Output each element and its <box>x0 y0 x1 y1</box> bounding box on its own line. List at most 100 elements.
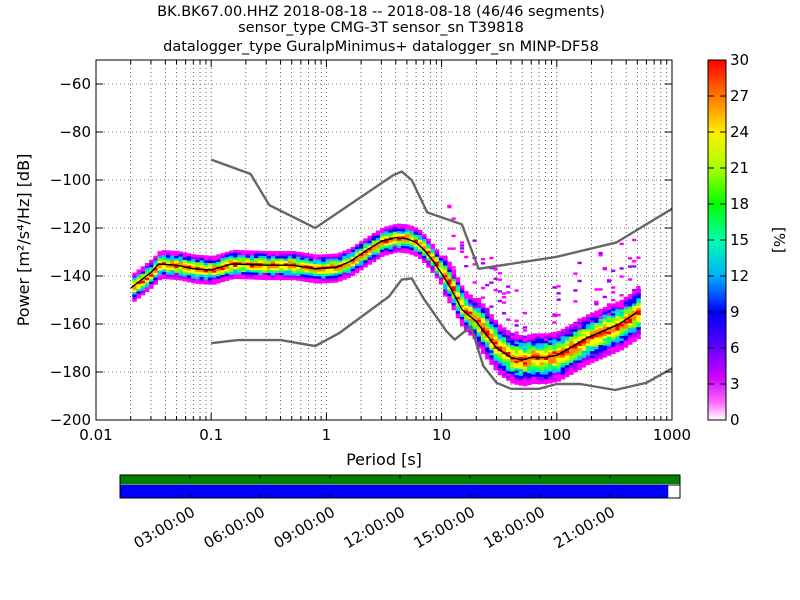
density-cell <box>346 248 352 252</box>
density-cell <box>191 266 196 269</box>
density-cell <box>527 377 532 381</box>
density-cell <box>514 360 520 364</box>
density-cell <box>564 343 570 347</box>
density-cell <box>606 353 612 356</box>
density-cell <box>430 250 436 254</box>
density-cell <box>602 333 608 337</box>
density-cell <box>132 299 137 302</box>
density-cell <box>224 268 230 272</box>
density-cell <box>615 335 620 338</box>
density-cell <box>174 272 179 276</box>
density-cell <box>564 333 570 337</box>
density-cell <box>342 267 347 271</box>
density-cell <box>539 333 545 337</box>
density-cell <box>149 274 154 277</box>
density-cell <box>245 259 251 263</box>
density-cell <box>212 277 217 280</box>
density-outlier <box>577 279 582 283</box>
y-tick-label: −80 <box>59 123 91 141</box>
density-cell <box>527 346 532 350</box>
density-cell <box>489 359 494 363</box>
density-cell <box>539 345 545 349</box>
density-cell <box>359 267 364 271</box>
density-cell <box>602 321 608 325</box>
density-cell <box>254 265 259 268</box>
density-cell <box>594 339 599 343</box>
density-cell <box>472 302 478 306</box>
density-cell <box>132 294 137 297</box>
density-cell <box>224 259 230 262</box>
density-cell <box>619 342 625 346</box>
density-cell <box>514 355 520 359</box>
density-cell <box>367 259 373 263</box>
density-cell <box>438 269 444 273</box>
density-cell <box>422 255 427 259</box>
density-cell <box>237 274 242 277</box>
density-cell <box>556 345 562 349</box>
density-cell <box>191 280 196 284</box>
density-cell <box>556 333 562 337</box>
density-cell <box>174 250 179 254</box>
density-cell <box>632 336 637 340</box>
density-cell <box>615 301 620 305</box>
density-cell <box>312 261 318 265</box>
density-cell <box>275 251 280 254</box>
density-cell <box>497 353 503 357</box>
density-cell <box>552 348 557 352</box>
density-cell <box>606 319 612 323</box>
density-cell <box>308 260 314 264</box>
density-cell <box>359 265 364 268</box>
density-cell <box>468 330 473 334</box>
density-cell <box>254 274 259 278</box>
density-outlier <box>636 290 641 293</box>
density-cell <box>539 381 545 385</box>
density-cell <box>342 257 347 261</box>
density-cell <box>291 267 297 271</box>
density-cell <box>304 269 310 273</box>
density-cell <box>165 276 171 280</box>
density-outlier <box>611 269 616 273</box>
density-cell <box>207 279 213 283</box>
density-cell <box>514 350 520 354</box>
density-cell <box>472 322 478 325</box>
density-cell <box>144 270 150 273</box>
density-cell <box>552 336 557 340</box>
density-cell <box>464 307 469 311</box>
density-cell <box>203 257 209 261</box>
density-cell <box>485 344 490 348</box>
density-cell <box>472 307 478 311</box>
density-outlier <box>627 257 633 260</box>
density-outlier <box>493 288 498 292</box>
density-cell <box>304 260 310 263</box>
density-cell <box>296 268 301 272</box>
density-cell <box>283 270 289 273</box>
density-cell <box>615 330 620 334</box>
timeline-top-bar <box>120 475 680 484</box>
density-cell <box>136 269 142 273</box>
density-cell <box>182 276 188 280</box>
density-cell <box>506 363 511 367</box>
density-cell <box>430 267 436 271</box>
density-cell <box>577 355 583 358</box>
density-cell <box>539 357 545 361</box>
density-cell <box>510 335 515 339</box>
density-cell <box>485 342 490 346</box>
density-cell <box>623 325 629 329</box>
density-cell <box>581 364 587 368</box>
density-cell <box>619 333 625 337</box>
density-cell <box>308 256 314 259</box>
density-cell <box>464 319 469 323</box>
density-cell <box>149 264 154 268</box>
density-cell <box>623 296 629 300</box>
plot-frame <box>95 59 673 421</box>
density-cell <box>459 306 465 310</box>
density-cell <box>497 336 503 340</box>
density-cell <box>237 257 242 260</box>
density-cell <box>548 364 553 367</box>
density-cell <box>539 352 545 356</box>
density-cell <box>296 275 301 279</box>
density-cell <box>489 331 494 334</box>
density-cell <box>380 247 385 250</box>
density-cell <box>413 229 419 233</box>
density-cell <box>619 311 625 315</box>
